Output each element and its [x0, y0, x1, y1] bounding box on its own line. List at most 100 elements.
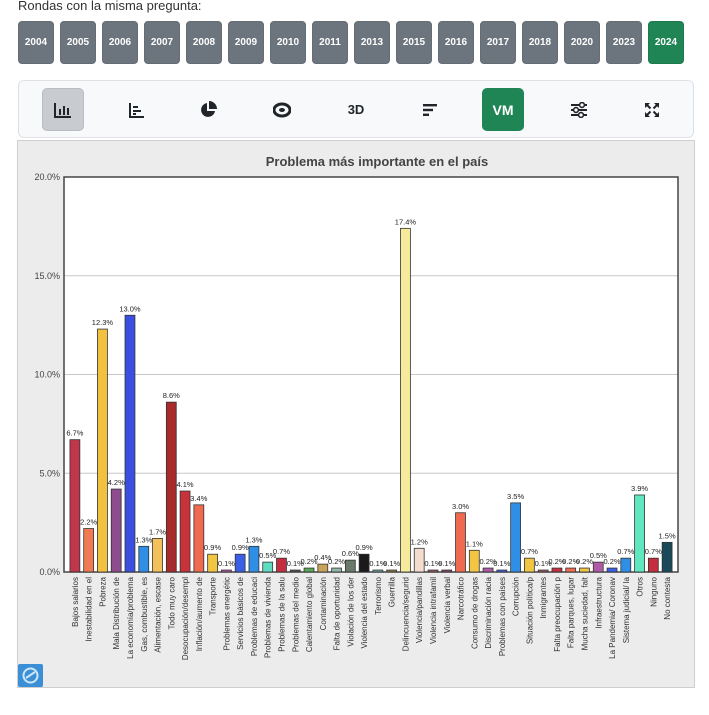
year-button-2024[interactable]: 2024 [648, 21, 684, 64]
bar[interactable] [138, 545, 150, 573]
bar[interactable] [579, 567, 590, 573]
bar[interactable] [427, 569, 439, 573]
fullscreen-icon [645, 102, 659, 117]
data-label: 3.4% [190, 494, 207, 503]
bar[interactable] [207, 553, 218, 573]
bar[interactable] [331, 567, 342, 573]
bar[interactable] [248, 545, 260, 573]
bar[interactable] [372, 569, 384, 573]
bar[interactable] [289, 569, 301, 573]
data-label: 0.1% [287, 559, 304, 568]
bar[interactable] [400, 227, 411, 573]
bar[interactable] [647, 557, 659, 573]
bar[interactable] [110, 488, 122, 573]
year-button-2010[interactable]: 2010 [270, 21, 306, 64]
bar[interactable] [413, 547, 425, 573]
year-button-2008[interactable]: 2008 [186, 21, 222, 64]
x-tick-label: Violencia verbal [443, 577, 452, 634]
bar[interactable] [358, 553, 370, 573]
year-button-2009[interactable]: 2009 [228, 21, 264, 64]
year-button-2005[interactable]: 2005 [60, 21, 96, 64]
bar[interactable] [276, 557, 287, 573]
y-tick-label: 15.0% [34, 271, 60, 281]
chart-toolbar: 3D VM [18, 80, 694, 138]
bar[interactable] [620, 557, 632, 573]
pie-chart-button[interactable] [187, 88, 229, 131]
bar-chart-button[interactable] [42, 88, 84, 131]
bar[interactable] [344, 559, 356, 573]
year-button-2011[interactable]: 2011 [312, 21, 348, 64]
3d-label: 3D [347, 102, 365, 117]
year-button-2007[interactable]: 2007 [144, 21, 180, 64]
x-tick-label: Desocupación/desempl [181, 577, 190, 660]
bar[interactable] [510, 502, 521, 573]
bar[interactable] [565, 567, 577, 573]
filter-button[interactable] [558, 88, 600, 131]
sort-button[interactable] [409, 88, 451, 131]
bar[interactable] [537, 569, 549, 573]
bar[interactable] [165, 401, 177, 573]
bar[interactable] [97, 328, 108, 573]
data-label: 3.0% [452, 502, 469, 511]
data-label: 0.7% [521, 547, 538, 556]
year-button-2015[interactable]: 2015 [396, 21, 432, 64]
bar[interactable] [592, 561, 604, 573]
year-button-2006[interactable]: 2006 [102, 21, 138, 64]
x-tick-label: La economía/problema [126, 576, 135, 658]
bar[interactable] [386, 569, 398, 573]
bar[interactable] [69, 439, 81, 573]
x-tick-label: Calentamiento global [305, 577, 314, 652]
3d-button[interactable]: 3D [335, 88, 377, 131]
data-label: 0.7% [645, 547, 662, 556]
sorted-bars-icon [129, 102, 144, 118]
bar[interactable] [221, 569, 232, 573]
data-label: 3.9% [631, 484, 648, 493]
bar[interactable] [496, 569, 508, 573]
year-button-2018[interactable]: 2018 [522, 21, 558, 64]
x-tick-label: No contesta [663, 576, 672, 619]
bar[interactable] [482, 567, 494, 573]
bar[interactable] [661, 541, 673, 573]
data-label: 0.1% [369, 559, 386, 568]
year-button-2016[interactable]: 2016 [438, 21, 474, 64]
x-tick-label: Sistema judicial/ la [622, 576, 631, 643]
bar[interactable] [455, 512, 466, 573]
year-button-2023[interactable]: 2023 [606, 21, 642, 64]
logo-icon[interactable] [18, 664, 43, 687]
x-tick-label: Mucha suciedad, falt [580, 576, 589, 650]
bar[interactable] [83, 528, 95, 573]
bar[interactable] [234, 553, 246, 573]
bar[interactable] [468, 549, 480, 573]
bar[interactable] [193, 504, 205, 573]
data-label: 0.2% [548, 557, 565, 566]
bar[interactable] [524, 557, 535, 573]
sorted-bars-button[interactable] [116, 88, 158, 131]
bar-chart: 0.0% 5.0% 10.0% 15.0% 20.0% Problema más impo… [34, 154, 679, 660]
vm-button[interactable]: VM [482, 88, 524, 131]
bar[interactable] [124, 314, 136, 573]
bar[interactable] [634, 494, 645, 573]
bar[interactable] [551, 567, 563, 573]
bar[interactable] [441, 569, 453, 573]
bar[interactable] [152, 538, 163, 573]
data-label: 0.1% [493, 559, 510, 568]
rounds-heading: Rondas con la misma pregunta: [18, 0, 202, 13]
year-button-2017[interactable]: 2017 [480, 21, 516, 64]
x-tick-label: Problemas de educaci [250, 577, 259, 656]
x-tick-label: Servicios básicos de [236, 576, 245, 649]
year-button-2013[interactable]: 2013 [354, 21, 390, 64]
fullscreen-button[interactable] [631, 88, 673, 131]
year-button-2004[interactable]: 2004 [18, 21, 54, 64]
data-label: 0.2% [576, 557, 593, 566]
data-label: 1.3% [245, 535, 262, 544]
data-label: 8.6% [163, 391, 180, 400]
bar[interactable] [262, 561, 274, 573]
x-tick-label: Falta de oportunidad [333, 577, 342, 650]
bar[interactable] [179, 490, 191, 573]
donut-chart-button[interactable] [261, 88, 303, 131]
bar[interactable] [317, 563, 329, 573]
bar[interactable] [606, 567, 618, 573]
bar[interactable] [303, 567, 315, 573]
year-button-2020[interactable]: 2020 [564, 21, 600, 64]
data-label: 1.2% [411, 537, 428, 546]
